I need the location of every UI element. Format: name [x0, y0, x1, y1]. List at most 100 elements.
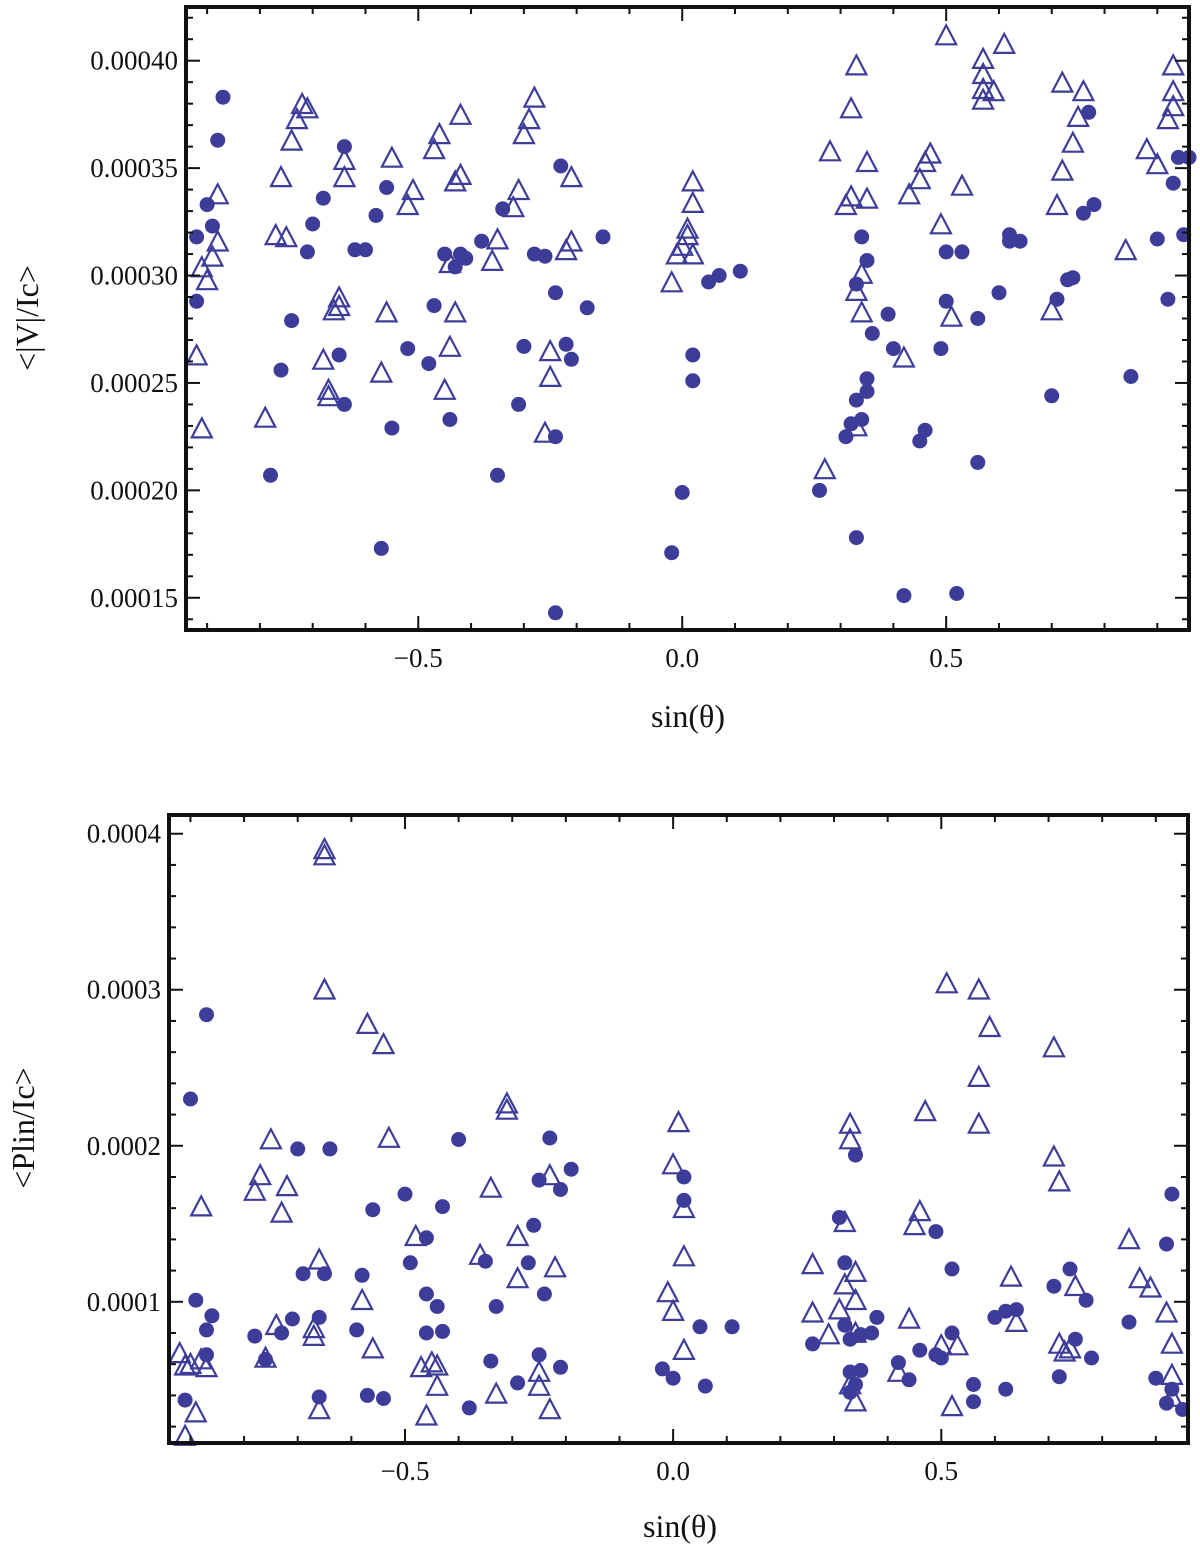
- bottom-plot-triangle-point: [838, 1371, 862, 1395]
- top-plot-circle-point: [553, 158, 569, 174]
- top-plot-triangle-point: [311, 347, 336, 370]
- bottom-plot-circle-point: [1051, 1369, 1067, 1385]
- bottom-plot-circle-point: [418, 1325, 434, 1341]
- bottom-plot-y-tick-label: 0.0004: [87, 819, 162, 849]
- bottom-plot-circle-point: [365, 1202, 381, 1218]
- top-plot-triangle-point: [332, 164, 357, 188]
- top-plot-triangle-point: [670, 233, 695, 256]
- top-plot-triangle-point: [327, 285, 351, 308]
- top-plot-triangle-point: [501, 194, 526, 218]
- bottom-plot-triangle-point: [1042, 1034, 1066, 1058]
- top-plot-circle-point: [949, 586, 965, 601]
- bottom-plot-triangle-point: [843, 1389, 868, 1412]
- bottom-plot-circle-point: [188, 1292, 204, 1308]
- bottom-plot-triangle-point: [371, 1031, 396, 1055]
- top-plot-triangle-point: [918, 141, 943, 164]
- top-plot-triangle-point: [1156, 106, 1180, 130]
- top-plot-triangle-point: [506, 177, 531, 201]
- bottom-plot-circle-point: [676, 1169, 692, 1185]
- top-plot-circle-point: [1123, 369, 1139, 384]
- top-plot-triangle-point: [1050, 70, 1075, 93]
- top-plot-triangle-point: [680, 169, 705, 192]
- bottom-plot-triangle-point: [419, 1350, 444, 1373]
- top-plot-circle-point: [563, 351, 579, 367]
- bottom-plot-circle-point: [461, 1400, 477, 1416]
- top-plot-triangle-point: [680, 190, 705, 213]
- top-plot-triangle-point: [1061, 130, 1085, 153]
- top-plot-triangle-point: [971, 76, 995, 100]
- top-plot-triangle-point: [438, 334, 462, 357]
- top-plot-triangle-point: [522, 85, 547, 108]
- top-plot-circle-point: [880, 306, 896, 322]
- top-plot-triangle-point: [279, 128, 304, 151]
- top-plot-triangle-point: [855, 149, 879, 173]
- top-plot-triangle-point: [1161, 53, 1186, 76]
- top-plot-y-tick-label: 0.00025: [90, 368, 178, 398]
- top-plot-circle-point: [299, 244, 315, 260]
- top-plot-triangle-point: [1066, 104, 1090, 128]
- bottom-plot-circle-point: [944, 1261, 960, 1277]
- top-plot-circle-point: [885, 341, 901, 357]
- top-plot-x-axis-title: sin(θ): [651, 698, 725, 734]
- bottom-plot-triangle-point: [832, 1272, 857, 1295]
- bottom-plot-triangle-point: [672, 1195, 696, 1219]
- top-plot-triangle-point: [427, 121, 452, 145]
- top-plot-triangle-point: [200, 244, 225, 267]
- bottom-plot-triangle-point: [1117, 1226, 1141, 1250]
- top-plot-x-tick-label: −0.5: [394, 643, 443, 673]
- bottom-plot-triangle-point: [183, 1400, 208, 1423]
- top-plot-circle-point: [537, 248, 553, 264]
- bottom-plot-triangle-point: [350, 1287, 374, 1311]
- top-plot-circle-point: [991, 285, 1007, 301]
- top-plot-circle-point: [595, 229, 611, 245]
- bottom-plot-triangle-point: [1052, 1339, 1077, 1362]
- bottom-plot-triangle-point: [843, 1259, 868, 1283]
- top-plot-triangle-point: [480, 248, 505, 271]
- top-plot-circle-point: [516, 338, 532, 354]
- bottom-plot-triangle-point: [360, 1336, 385, 1359]
- top-plot-triangle-point: [1145, 151, 1170, 175]
- bottom-plot-circle-point: [805, 1336, 821, 1352]
- bottom-plot-triangle-point: [527, 1373, 551, 1396]
- bottom-plot-triangle-point: [945, 1332, 970, 1356]
- top-plot-circle-point: [896, 588, 912, 604]
- top-plot-circle-point: [373, 540, 389, 556]
- top-plot-circle-point: [305, 216, 321, 232]
- top-plot-circle-point: [379, 180, 395, 195]
- top-plot-circle-point: [664, 545, 680, 561]
- bottom-plot-triangle-point: [800, 1300, 825, 1323]
- bottom-plot-triangle-point: [527, 1359, 551, 1382]
- bottom-plot-triangle-point: [495, 1091, 519, 1114]
- top-plot-circle-point: [548, 605, 563, 621]
- bottom-plot-x-axis-title: sin(θ): [643, 1508, 717, 1544]
- bottom-plot-circle-point: [435, 1323, 450, 1339]
- top-plot-y-tick-label: 0.00035: [90, 153, 178, 183]
- top-plot-circle-point: [421, 356, 437, 372]
- top-plot-circle-point: [1065, 270, 1081, 286]
- top-plot-circle-point: [1086, 197, 1102, 213]
- bottom-plot-circle-point: [177, 1392, 193, 1408]
- bottom-plot-circle-point: [402, 1255, 418, 1271]
- bottom-plot-circle-point: [837, 1317, 853, 1333]
- bottom-plot-circle-point: [451, 1132, 467, 1147]
- bottom-plot-triangle-point: [312, 836, 337, 860]
- top-plot-circle-point: [917, 422, 933, 438]
- bottom-plot-triangle-point: [189, 1194, 214, 1217]
- top-plot-triangle-point: [1071, 78, 1096, 102]
- bottom-plot-triangle-point: [661, 1151, 685, 1175]
- bottom-plot-circle-point: [290, 1141, 306, 1157]
- bottom-plot-circle-point: [1159, 1395, 1174, 1411]
- top-plot-circle-point: [368, 207, 384, 223]
- top-plot-circle-point: [1044, 388, 1060, 404]
- bottom-plot-circle-point: [317, 1266, 332, 1282]
- top-plot-triangle-point: [332, 147, 357, 170]
- top-plot-circle-point: [859, 253, 875, 268]
- top-plot-circle-point: [1149, 231, 1165, 247]
- top-plot-circle-point: [864, 326, 880, 341]
- top-plot-circle-point: [854, 229, 870, 245]
- bottom-plot-triangle-point: [275, 1173, 299, 1197]
- top-plot-triangle-point: [559, 229, 584, 252]
- bottom-plot-circle-point: [376, 1391, 391, 1406]
- bottom-plot-x-tick-label: −0.5: [380, 1456, 429, 1486]
- bottom-plot-triangle-point: [929, 1332, 954, 1356]
